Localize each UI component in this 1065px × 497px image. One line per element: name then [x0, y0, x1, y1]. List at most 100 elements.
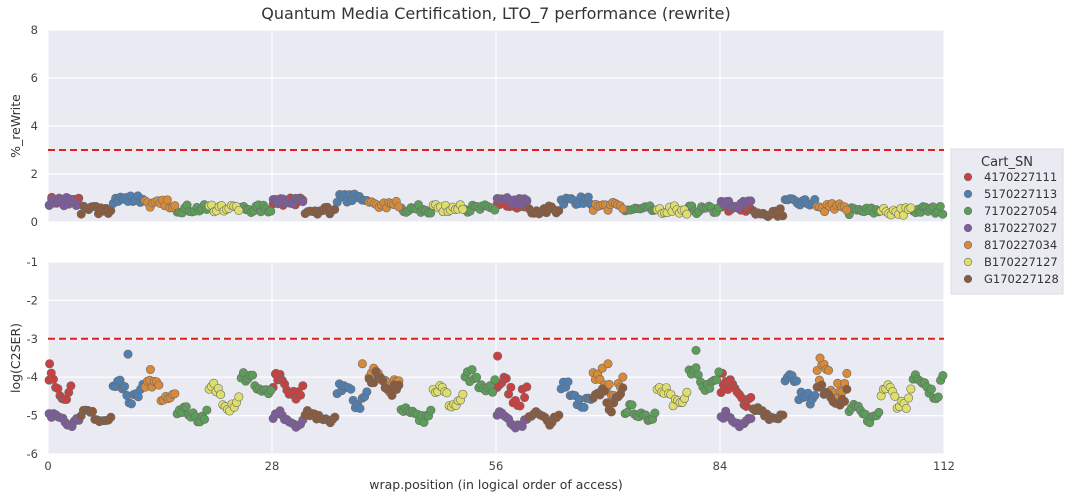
data-point — [579, 402, 589, 412]
legend-label: B170227127 — [984, 255, 1058, 269]
data-point — [824, 365, 834, 375]
data-point — [488, 387, 498, 397]
data-point — [66, 381, 76, 391]
data-point — [426, 405, 436, 415]
x-tick-label: 28 — [265, 459, 280, 473]
data-point — [394, 380, 404, 390]
data-point — [200, 414, 210, 424]
data-point — [298, 197, 308, 207]
bottom-grid — [47, 261, 945, 455]
data-point — [154, 380, 164, 390]
data-point — [606, 407, 616, 417]
bottom-points — [44, 345, 948, 433]
legend-items: 4170227111 5170227113 7170227054 8170227027… — [963, 170, 1059, 286]
data-point — [874, 407, 884, 417]
data-point — [938, 371, 948, 381]
data-point — [522, 195, 532, 205]
legend-marker — [963, 189, 973, 199]
legend-marker — [963, 223, 973, 233]
y-tick-label: -6 — [27, 447, 38, 461]
top-grid — [47, 29, 945, 223]
data-point — [88, 406, 98, 416]
legend-marker — [963, 257, 973, 267]
data-point — [216, 390, 226, 400]
data-point — [170, 201, 180, 211]
data-point-outlier — [603, 359, 613, 369]
y-tick-label: -3 — [27, 332, 38, 346]
data-point — [48, 374, 58, 384]
data-point — [842, 384, 852, 394]
y-tick-label: 0 — [31, 215, 38, 229]
data-point — [682, 209, 692, 219]
data-point — [600, 386, 610, 396]
data-point — [926, 384, 936, 394]
data-point — [563, 377, 573, 387]
data-point — [458, 204, 468, 214]
data-point — [162, 195, 172, 205]
data-point — [394, 202, 404, 212]
data-point — [515, 401, 525, 411]
data-point — [792, 376, 802, 386]
data-point — [234, 392, 244, 402]
data-point — [106, 206, 116, 216]
bottom-y-ticks: -6 -5 -4 -3 -2 -1 — [27, 255, 38, 461]
data-point — [442, 388, 452, 398]
data-point — [126, 399, 136, 409]
data-point — [712, 375, 722, 385]
legend-marker — [963, 240, 973, 250]
data-point — [387, 390, 397, 400]
legend-label: 8170227027 — [984, 221, 1057, 235]
data-point — [627, 400, 637, 410]
data-point — [355, 403, 365, 413]
top-y-ticks: 0 2 4 6 8 — [31, 23, 38, 229]
data-point-outlier — [45, 359, 55, 369]
data-point — [330, 204, 340, 214]
data-point — [266, 385, 276, 395]
data-point — [458, 389, 468, 399]
data-point — [938, 209, 948, 219]
y-tick-label: -5 — [27, 409, 38, 423]
legend-label: 7170227054 — [984, 204, 1057, 218]
data-point — [842, 205, 852, 215]
data-point — [935, 201, 945, 211]
data-point — [904, 393, 914, 403]
y-tick-label: -4 — [27, 370, 38, 384]
x-axis-label: wrap.position (in logical order of acces… — [369, 477, 623, 492]
legend-label: 5170227113 — [984, 187, 1057, 201]
legend-title: Cart_SN — [981, 155, 1033, 170]
legend-marker — [963, 274, 973, 284]
y-tick-label: -2 — [27, 293, 38, 307]
data-point — [266, 206, 276, 216]
data-point — [890, 391, 900, 401]
data-point — [330, 412, 340, 422]
x-tick-label: 84 — [713, 459, 728, 473]
chart-title: Quantum Media Certification, LTO_7 perfo… — [261, 4, 730, 24]
data-point — [106, 412, 116, 422]
data-point — [618, 383, 628, 393]
data-point — [906, 384, 916, 394]
data-point — [618, 372, 628, 382]
data-point — [120, 381, 130, 391]
data-point-outlier — [691, 345, 701, 355]
legend: Cart_SN 4170227111 5170227113 7170227054 81… — [950, 148, 1064, 295]
y-tick-label: -1 — [27, 255, 38, 269]
y-tick-label: 6 — [31, 71, 38, 85]
data-point — [234, 205, 244, 215]
data-point — [133, 392, 143, 402]
data-point — [298, 381, 308, 391]
data-point — [520, 393, 530, 403]
data-point — [746, 196, 756, 206]
data-point-outlier — [357, 359, 367, 369]
data-point — [362, 387, 372, 397]
data-point — [746, 392, 756, 402]
data-point — [933, 392, 943, 402]
data-point — [490, 375, 500, 385]
y-tick-label: 8 — [31, 23, 38, 37]
data-point — [501, 373, 511, 383]
data-point — [901, 403, 911, 413]
data-point — [506, 382, 516, 392]
legend-label: 4170227111 — [984, 170, 1057, 184]
legend-marker — [963, 172, 973, 182]
data-point — [618, 204, 628, 214]
